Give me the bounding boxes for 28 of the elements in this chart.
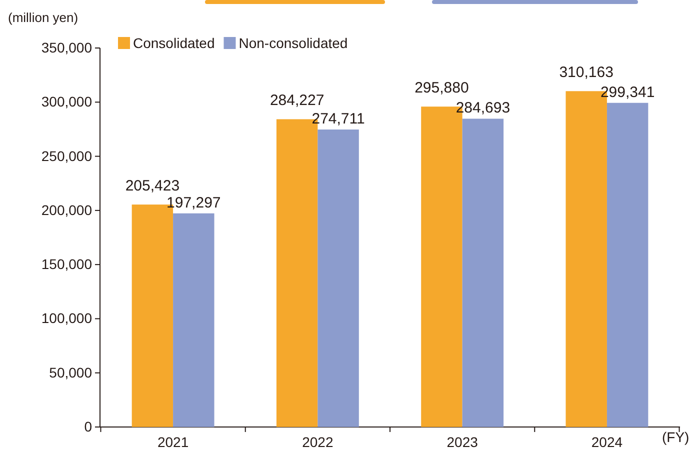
legend-label: Non-consolidated — [238, 35, 348, 51]
y-tick-label: 150,000 — [41, 256, 92, 272]
y-tick-label: 200,000 — [41, 202, 92, 218]
y-tick-label: 0 — [84, 418, 92, 434]
x-tick-label: 2021 — [157, 434, 189, 450]
legend-label: Consolidated — [133, 35, 215, 51]
x-tick-label: 2023 — [446, 434, 478, 450]
y-tick-label: 300,000 — [41, 94, 92, 110]
data-label: 310,163 — [559, 64, 614, 82]
y-tick-label: 50,000 — [49, 364, 92, 380]
data-label: 205,423 — [125, 178, 180, 195]
x-tick-label: 2024 — [591, 434, 623, 450]
y-axis-title: (million yen) — [8, 10, 78, 25]
y-tick-label: 350,000 — [41, 39, 92, 56]
data-label: 284,693 — [456, 100, 510, 117]
y-tick-label: 100,000 — [41, 310, 92, 326]
bar — [606, 102, 648, 427]
bar — [173, 213, 214, 427]
x-tick-label: 2022 — [302, 434, 334, 450]
data-label: 197,297 — [166, 194, 221, 212]
data-label: 295,880 — [414, 80, 469, 97]
data-label: 274,711 — [312, 110, 365, 128]
x-axis-title: (FY) — [662, 429, 690, 445]
data-label: 284,227 — [270, 92, 324, 110]
y-tick-label: 250,000 — [41, 148, 92, 164]
bar — [462, 118, 504, 427]
bar — [318, 130, 359, 427]
data-label: 299,341 — [600, 84, 655, 101]
